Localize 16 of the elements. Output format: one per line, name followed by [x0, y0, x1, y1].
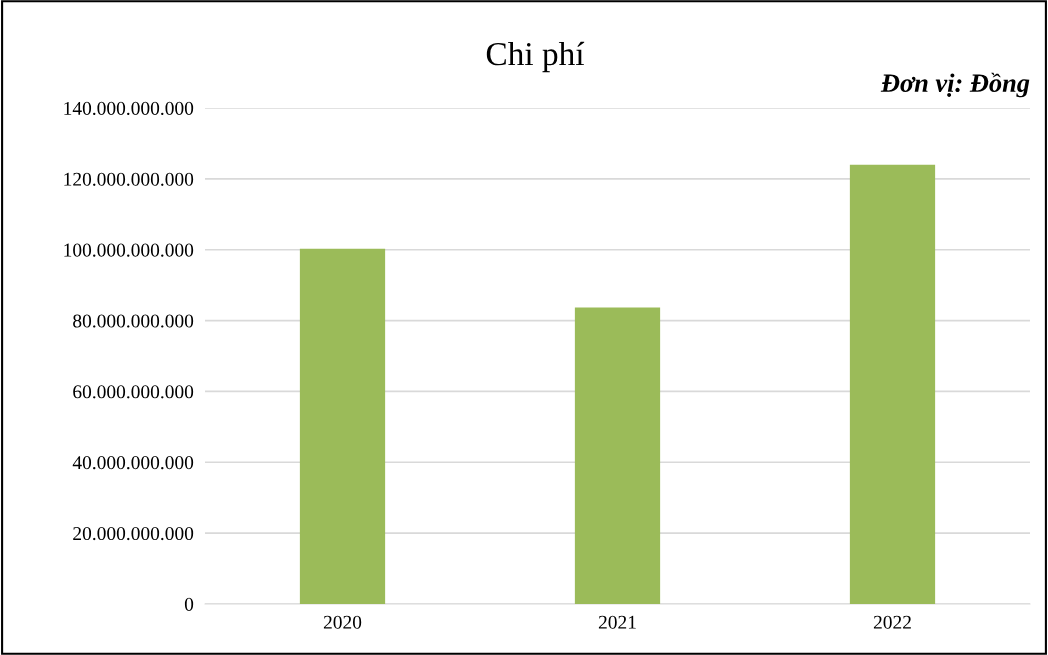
y-tick-label: 0 — [184, 597, 194, 611]
y-tick-label: 100.000.000.000 — [64, 243, 194, 257]
x-tick-label: 2022 — [873, 615, 911, 629]
y-tick-label: 60.000.000.000 — [73, 385, 194, 399]
x-tick-label: 2021 — [598, 615, 636, 629]
y-tick-label: 140.000.000.000 — [64, 101, 194, 116]
chart-title: Chi phí — [486, 41, 585, 73]
bar — [299, 248, 386, 604]
bar — [849, 164, 936, 604]
y-tick-label: 120.000.000.000 — [64, 172, 194, 186]
text: Đơn vị: Đồng — [880, 72, 1030, 98]
y-tick-label: 20.000.000.000 — [73, 526, 194, 541]
x-tick-label: 2020 — [323, 615, 362, 629]
y-tick-label: 40.000.000.000 — [72, 456, 194, 470]
y-tick-label: 80.000.000.000 — [73, 314, 194, 328]
bar — [574, 307, 661, 604]
